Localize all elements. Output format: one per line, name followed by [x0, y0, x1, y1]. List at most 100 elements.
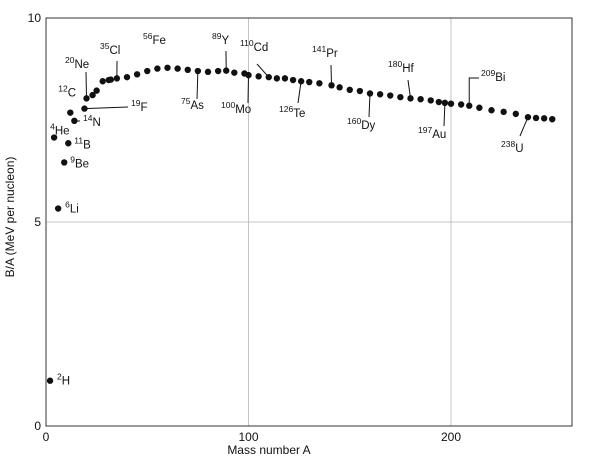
data-point — [123, 73, 131, 81]
nuclide-label: 89Y — [212, 31, 229, 47]
annotation-leader — [247, 75, 249, 104]
nuclide-element: B — [83, 139, 91, 151]
nuclide-label: 6Li — [65, 200, 79, 216]
data-point — [245, 71, 252, 79]
data-point — [476, 104, 483, 111]
data-point — [417, 95, 424, 103]
data-point — [54, 205, 62, 212]
data-point — [99, 78, 106, 85]
data-point — [435, 98, 443, 106]
nuclide-element: Bi — [495, 72, 505, 84]
data-point — [265, 73, 272, 81]
nuclide-element: Fe — [152, 35, 165, 47]
nuclide-element: As — [190, 100, 204, 112]
data-point — [387, 92, 394, 99]
nuclide-mass-number: 9 — [70, 154, 75, 164]
data-point — [214, 67, 222, 75]
y-tick-label: 10 — [28, 11, 42, 25]
nuclide-mass-number: 160 — [347, 116, 361, 126]
nuclide-mass-number: 100 — [221, 100, 235, 110]
data-point — [549, 115, 556, 123]
nuclide-element: He — [55, 126, 70, 138]
nuclide-element: C — [68, 88, 76, 100]
annotation-labels: 2H4He6Li9Be11B12C14N19F20Ne35Cl56Fe75As8… — [50, 31, 523, 388]
nuclide-element: H — [62, 376, 70, 388]
nuclide-element: Pr — [326, 48, 338, 60]
data-point — [231, 69, 238, 76]
nuclide-element: F — [140, 102, 147, 114]
nuclide-mass-number: 11 — [74, 135, 83, 145]
nuclide-mass-number: 141 — [312, 44, 326, 54]
nuclide-label: 238U — [501, 139, 524, 155]
annotation-leader — [368, 93, 371, 118]
nuclide-mass-number: 238 — [501, 139, 515, 149]
nuclide-element: Be — [75, 158, 89, 170]
nuclide-label: 20Ne — [65, 55, 89, 71]
data-point — [67, 109, 74, 116]
data-point — [306, 78, 313, 86]
nuclide-label: 19F — [131, 98, 148, 114]
x-tick-label: 0 — [43, 430, 50, 444]
nuclide-element: Cd — [254, 42, 269, 54]
axis-ticks: 0 100 200 0 5 10 — [28, 11, 462, 444]
y-axis-label: B/A (MeV per nucleon) — [3, 157, 17, 278]
data-point — [297, 78, 305, 85]
nuclide-mass-number: 209 — [481, 68, 495, 78]
data-point — [447, 100, 455, 107]
data-point — [356, 87, 364, 95]
data-point — [184, 66, 191, 74]
nuclide-element: Cl — [109, 45, 120, 57]
nuclide-element: Au — [432, 129, 446, 141]
nuclide-mass-number: 4 — [50, 122, 55, 132]
annotation-leader — [84, 106, 129, 110]
plot-frame — [45, 17, 573, 427]
nuclide-mass-number: 6 — [65, 200, 70, 210]
nuclide-label: 100Mo — [221, 100, 251, 116]
data-point — [174, 65, 181, 72]
data-point — [281, 75, 289, 82]
data-point — [50, 134, 58, 141]
nuclide-label: 4He — [50, 122, 69, 138]
data-points — [46, 64, 556, 384]
nuclide-label: 9Be — [70, 154, 89, 170]
annotation-leader — [196, 71, 199, 100]
data-point — [83, 95, 90, 102]
nuclide-mass-number: 180 — [388, 59, 402, 69]
data-point — [107, 76, 115, 83]
data-point — [81, 105, 88, 112]
data-point — [397, 93, 404, 101]
annotation-leader — [85, 71, 87, 99]
nuclide-mass-number: 12 — [58, 84, 68, 94]
data-point — [328, 82, 335, 89]
data-point — [89, 91, 96, 99]
data-point — [524, 113, 532, 121]
nuclide-label: 12C — [58, 84, 76, 100]
data-point — [500, 108, 507, 116]
nuclide-label: 11B — [74, 135, 91, 151]
nuclide-label: 110Cd — [240, 38, 268, 54]
nuclide-label: 197Au — [418, 125, 446, 141]
y-tick-label: 5 — [34, 215, 41, 229]
data-point — [255, 73, 262, 80]
data-point — [407, 95, 414, 102]
nuclide-mass-number: 2 — [57, 372, 62, 382]
annotation-leaders — [74, 50, 529, 137]
data-point — [71, 117, 78, 125]
nuclide-element: Dy — [361, 120, 375, 132]
data-point — [336, 84, 343, 91]
nuclide-mass-number: 35 — [100, 41, 110, 51]
nuclide-mass-number: 14 — [83, 113, 93, 123]
annotation-leader — [297, 81, 302, 104]
data-point — [61, 159, 68, 166]
annotation-leader — [519, 116, 529, 137]
nuclide-element: Y — [221, 35, 229, 47]
x-tick-label: 100 — [238, 430, 258, 444]
nuclide-label: 209Bi — [481, 68, 505, 84]
nuclide-label: 180Hf — [388, 59, 414, 75]
nuclide-mass-number: 75 — [181, 96, 191, 106]
nuclide-element: Mo — [235, 104, 251, 116]
data-point — [346, 86, 353, 94]
nuclide-element: Te — [293, 108, 305, 120]
nuclide-label: 2H — [57, 372, 70, 388]
